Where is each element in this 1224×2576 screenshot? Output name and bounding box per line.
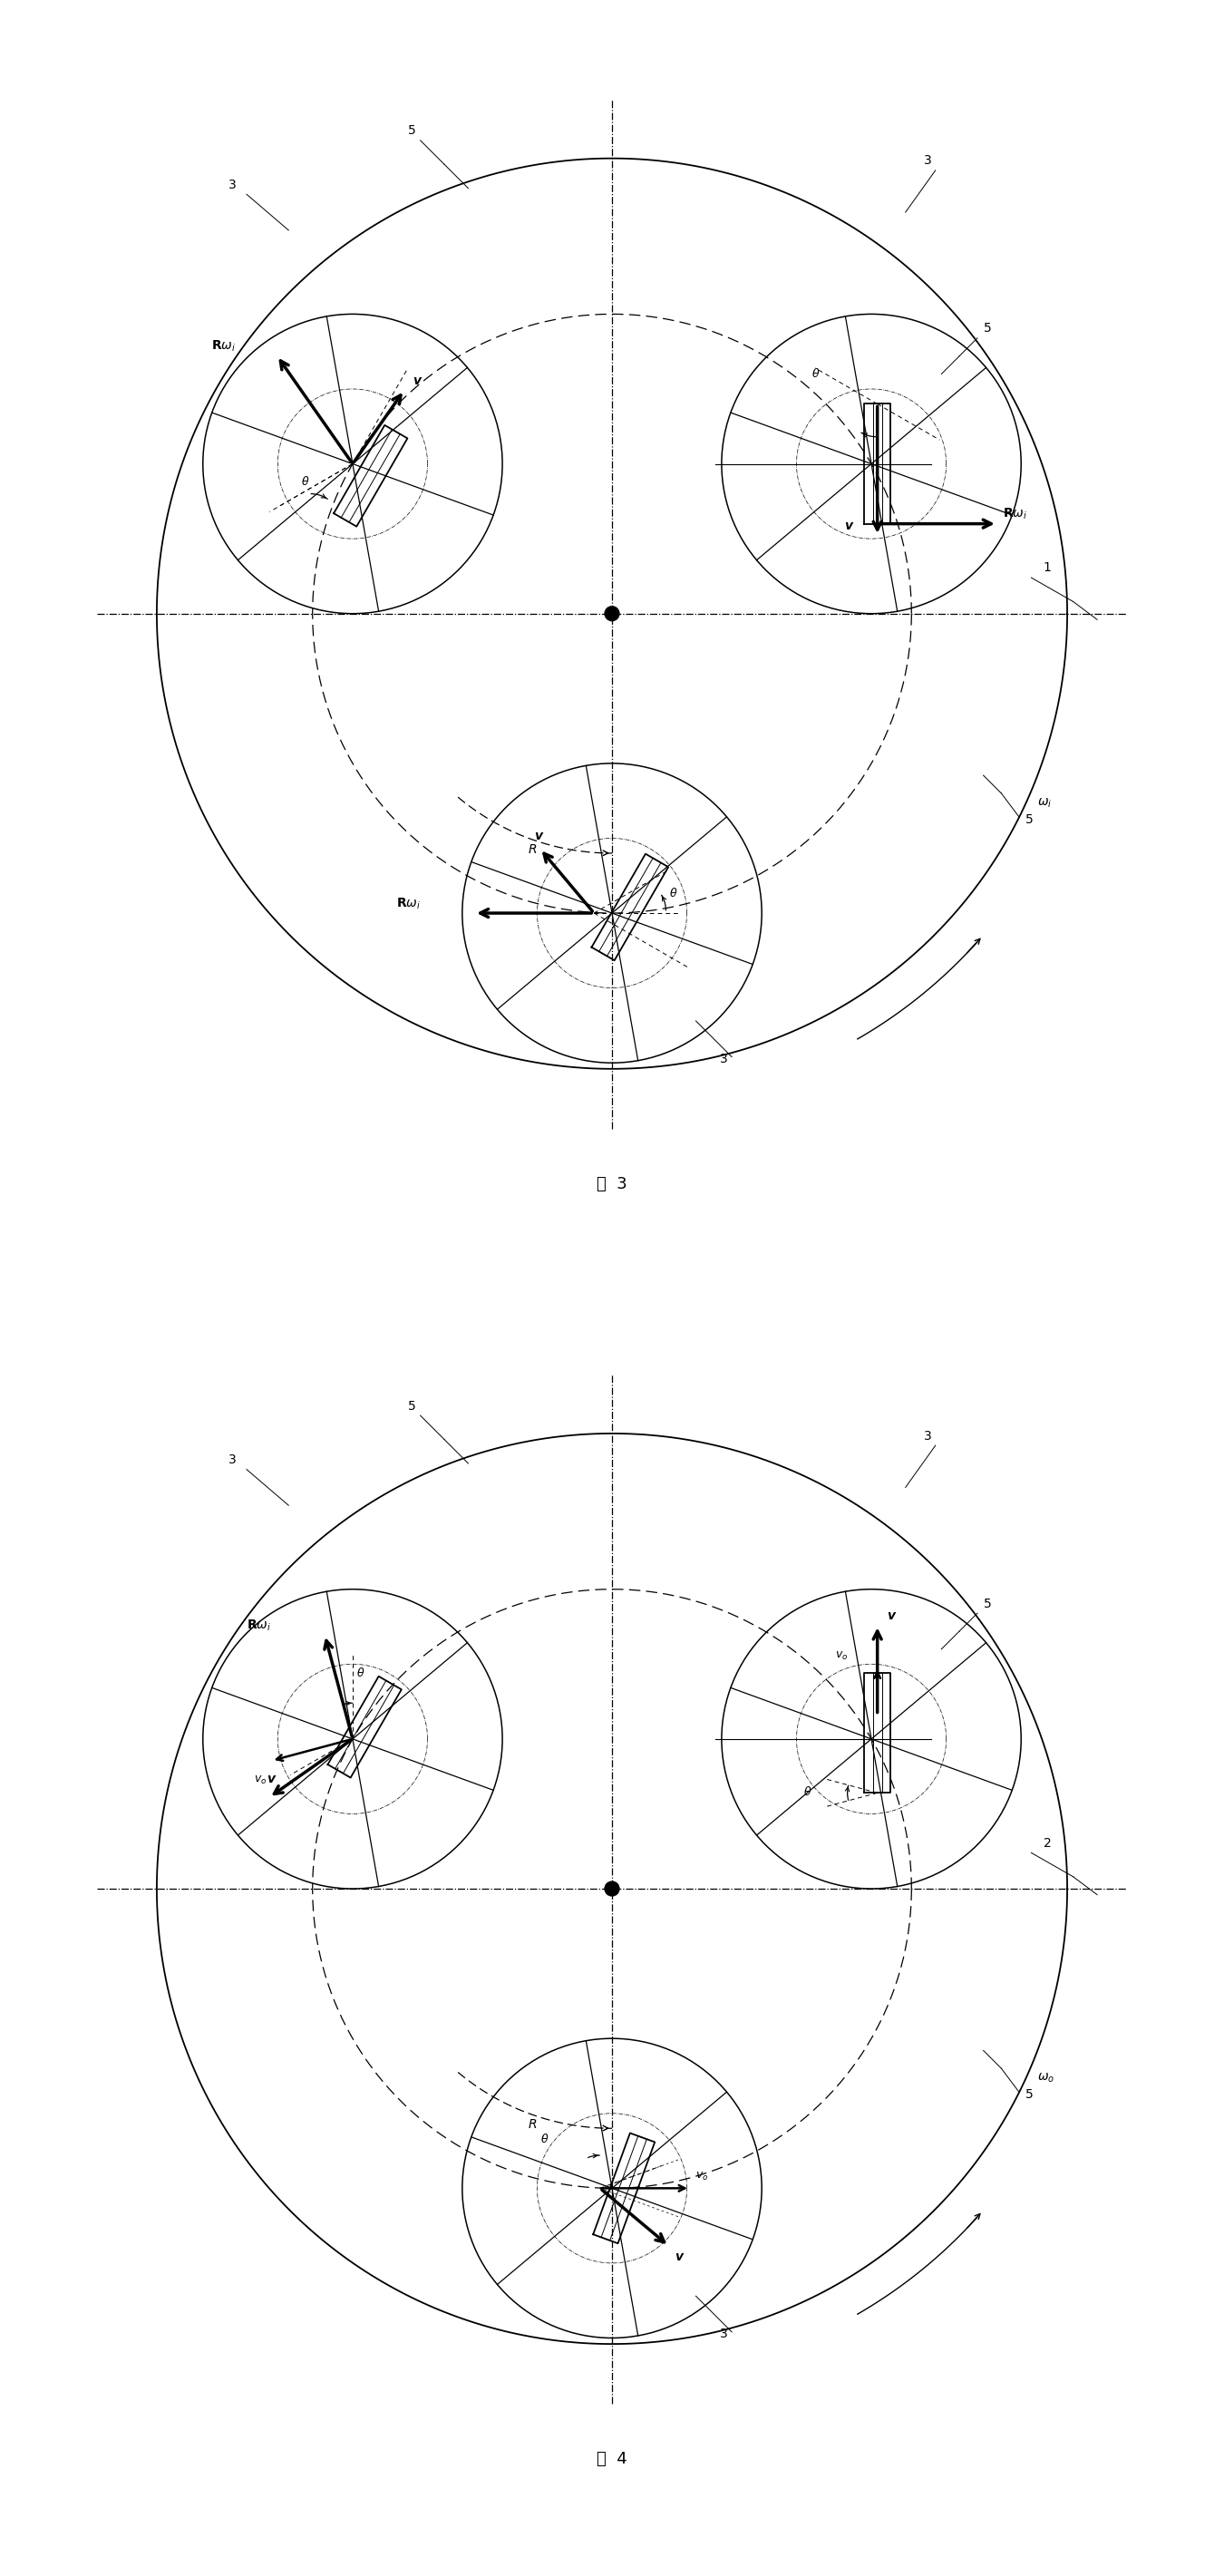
Text: v: v [412,374,421,386]
Text: 5: 5 [1026,2089,1033,2102]
Text: v: v [887,1610,895,1623]
Text: v: v [843,520,852,533]
Text: 3: 3 [229,178,236,191]
Text: 2: 2 [1043,1837,1051,1850]
Text: R$\omega_i$: R$\omega_i$ [1004,507,1028,523]
Text: 5: 5 [983,1597,991,1610]
Text: v: v [534,829,542,842]
Circle shape [605,1880,619,1896]
Text: v: v [267,1772,275,1785]
Text: $\theta$: $\theta$ [812,368,820,381]
Text: 3: 3 [923,155,931,167]
Text: 图  3: 图 3 [597,1177,627,1193]
Text: 5: 5 [409,1399,416,1412]
Text: $\omega_o$: $\omega_o$ [1037,2071,1055,2084]
Text: R$\omega_i$: R$\omega_i$ [397,896,421,912]
Text: 1: 1 [1043,562,1051,574]
Text: 5: 5 [409,124,416,137]
Text: R: R [528,2117,537,2130]
Text: 图  4: 图 4 [597,2452,627,2468]
Text: 5: 5 [1026,814,1033,827]
Text: $v_o$: $v_o$ [836,1651,848,1662]
Text: 3: 3 [720,2329,728,2342]
Text: 3: 3 [720,1054,728,1066]
Text: $\omega_i$: $\omega_i$ [1037,796,1053,809]
Text: $\theta$: $\theta$ [670,886,678,899]
Text: $v_o$: $v_o$ [253,1775,267,1785]
Text: 3: 3 [923,1430,931,1443]
Text: $\theta$: $\theta$ [356,1667,365,1680]
Text: $\theta$: $\theta$ [301,477,310,487]
Text: $\theta$: $\theta$ [540,2133,548,2146]
Text: $\theta$: $\theta$ [803,1785,812,1798]
Circle shape [605,605,619,621]
Text: v: v [674,2251,683,2264]
Text: R: R [528,842,537,855]
Text: $v_o$: $v_o$ [696,2172,709,2182]
Text: R$\omega_i$: R$\omega_i$ [247,1618,272,1633]
Text: R$\omega_i$: R$\omega_i$ [212,340,235,353]
Text: 5: 5 [983,322,991,335]
Text: 3: 3 [229,1453,236,1466]
